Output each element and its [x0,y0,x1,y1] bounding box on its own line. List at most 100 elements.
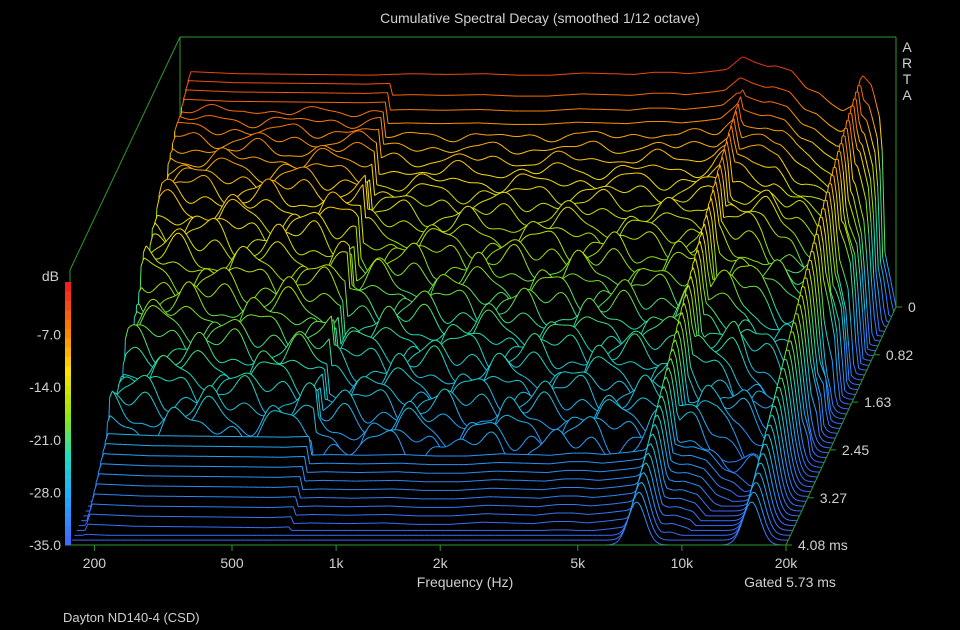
slice-segment [491,175,495,178]
slice-segment [857,196,862,210]
slice-segment [406,183,411,187]
slice-segment [604,174,609,178]
slice-segment [751,112,755,115]
slice-segment [210,131,214,135]
slice-segment [825,153,829,157]
slice-segment [569,273,573,275]
slice-segment [726,121,731,126]
slice-segment [396,134,400,137]
slice-segment [551,248,554,250]
slice-segment [324,145,328,148]
slice-segment [632,167,636,169]
slice-segment [446,139,450,142]
slice-segment [367,135,372,140]
slice-segment [788,172,793,178]
slice-segment [652,256,656,258]
slice-segment [785,68,789,71]
slice-segment [730,82,735,86]
slice-segment [728,84,732,88]
slice-segment [318,145,322,147]
slice-segment [746,134,750,137]
slice-segment [499,157,503,161]
slice-segment [178,162,182,164]
slice-segment [256,156,260,159]
slice-segment [831,157,835,160]
slice-segment [298,137,303,141]
slice-segment [761,144,765,147]
slice-segment [681,169,685,172]
slice-segment [835,106,839,109]
slice-segment [265,134,270,138]
slice-segment [732,110,737,118]
slice-segment [484,190,488,192]
slice-segment [815,162,819,166]
slice-segment [247,141,251,146]
slice-segment [494,176,498,178]
slice-segment [182,117,186,119]
slice-segment [218,116,222,119]
slice-segment [746,125,750,128]
slice-segment [339,122,343,125]
slice-segment [819,133,824,137]
slice-segment [792,112,796,117]
slice-segment [513,231,517,233]
slice-segment [874,152,879,187]
slice-segment [333,110,337,113]
slice-segment [872,166,876,201]
slice-segment [418,183,422,185]
slice-segment [382,185,386,188]
slice-segment [241,137,245,140]
slice-segment [706,157,710,161]
slice-segment [796,182,801,185]
slice-segment [865,200,870,235]
slice-segment [784,119,788,124]
slice-segment [259,130,264,133]
slice-segment [203,104,208,108]
slice-segment [336,111,340,113]
slice-segment [739,265,743,268]
slice-segment [758,62,762,65]
slice-segment [489,175,493,177]
slice-segment [288,137,292,140]
slice-segment [542,138,546,141]
slice-segment [194,132,198,134]
slice-segment [363,112,367,115]
slice-segment [561,136,566,139]
slice-segment [333,153,337,156]
slice-segment [650,149,655,153]
slice-segment [803,197,807,201]
slice-segment [866,308,871,344]
slice-segment [810,170,814,174]
slice-segment [807,168,811,172]
slice-segment [258,157,262,160]
slice-segment [857,166,861,178]
slice-segment [558,162,561,164]
slice-segment [198,116,202,119]
slice-segment [346,158,350,161]
slice-segment [702,130,706,133]
slice-segment [880,282,885,308]
slice-segment [736,134,740,150]
slice-segment [581,201,585,204]
slice-segment [798,135,802,139]
slice-segment [770,115,774,117]
slice-segment [348,133,352,137]
slice-segment [742,164,747,169]
slice-segment [512,239,516,241]
slice-segment [786,193,791,197]
slice-segment [488,227,492,230]
slice-segment [351,142,356,145]
slice-segment [653,204,657,207]
slice-segment [355,115,359,118]
slice-segment [625,191,629,194]
slice-segment [875,272,880,296]
slice-segment [384,186,389,189]
slice-segment [797,100,801,105]
slice-segment [245,125,249,128]
slice-segment [654,184,659,188]
slice-segment [516,169,520,171]
slice-segment [749,59,754,62]
slice-segment [701,174,705,178]
slice-segment [782,162,787,169]
slice-segment [644,136,648,139]
